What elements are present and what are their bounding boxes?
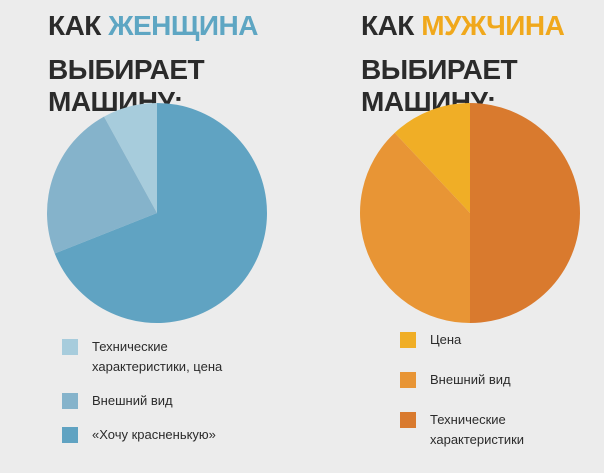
woman-legend-item: Технические характеристики, цена: [62, 337, 282, 377]
woman-pie-slice-0: [104, 103, 157, 213]
woman-title-accent: ЖЕНЩИНА: [108, 10, 258, 41]
woman-title: КАК ЖЕНЩИНА: [48, 10, 258, 42]
man-legend-label: Цена: [430, 332, 462, 347]
man-legend-item: Технические характеристики: [400, 410, 604, 450]
woman-legend-item: «Хочу красненькую»: [62, 425, 282, 445]
woman-legend-label: Внешний вид: [92, 393, 173, 408]
woman-panel: КАК ЖЕНЩИНА ВЫБИРАЕТ МАШИНУ: Технические…: [47, 10, 282, 459]
man-pie-slice-2: [470, 103, 580, 323]
man-legend-label: Технические характеристики: [430, 412, 525, 447]
man-legend-item: Цена: [400, 330, 604, 350]
man-panel: КАК МУЖЧИНА ВЫБИРАЕТ МАШИНУ: Цена Внешний…: [302, 0, 604, 473]
woman-title-prefix: КАК: [48, 10, 109, 41]
man-pie-slice-0: [394, 103, 470, 213]
man-title-accent: МУЖЧИНА: [421, 10, 565, 41]
man-legend-swatch: [400, 412, 416, 428]
man-pie-chart: [360, 103, 580, 323]
man-legend-label: Внешний вид: [430, 372, 511, 387]
woman-legend: Технические характеристики, цена Внешний …: [62, 337, 282, 459]
man-title: КАК МУЖЧИНА: [361, 10, 565, 42]
man-pie-slice-1: [360, 132, 470, 323]
man-legend: Цена Внешний вид Технические характеристик…: [400, 330, 604, 470]
man-title-prefix: КАК: [361, 10, 422, 41]
man-legend-item: Внешний вид: [400, 370, 604, 390]
woman-pie-chart: [47, 103, 268, 323]
woman-legend-item: Внешний вид: [62, 391, 282, 411]
man-legend-swatch: [400, 332, 416, 348]
woman-legend-label: «Хочу красненькую»: [92, 427, 216, 442]
woman-legend-swatch: [62, 339, 78, 355]
woman-title-line2: ВЫБИРАЕТ МАШИНУ:: [48, 54, 205, 117]
woman-legend-swatch: [62, 393, 78, 409]
woman-pie-slice-2: [54, 103, 268, 323]
woman-pie-slice-1: [47, 116, 157, 254]
man-legend-swatch: [400, 372, 416, 388]
woman-legend-swatch: [62, 427, 78, 443]
woman-legend-label: Технические характеристики, цена: [92, 339, 223, 374]
